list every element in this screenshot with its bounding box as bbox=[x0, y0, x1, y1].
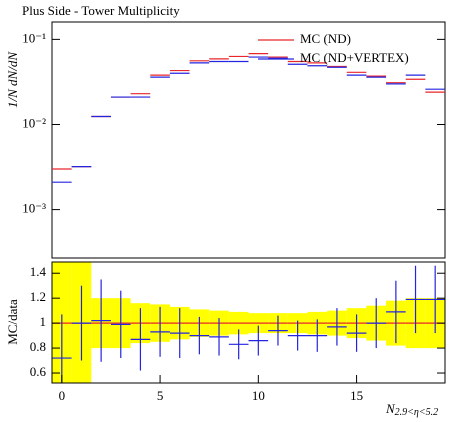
y-tick-label: 10⁻³ bbox=[22, 201, 46, 216]
y-tick-label: 0.6 bbox=[30, 364, 47, 379]
plot-frame bbox=[51, 21, 446, 259]
x-axis-label-main: N bbox=[385, 401, 396, 416]
x-tick-label: 15 bbox=[350, 388, 363, 403]
y-tick-label: 1 bbox=[40, 314, 47, 329]
y-tick-label: 0.8 bbox=[30, 339, 46, 354]
x-axis-label: N2.9<η<5.2 bbox=[385, 401, 438, 418]
legend-label: MC (ND) bbox=[300, 31, 351, 46]
y-tick-label: 10⁻² bbox=[22, 115, 46, 130]
x-axis-label-sub: 2.9<η<5.2 bbox=[395, 407, 438, 418]
plot-frame bbox=[51, 261, 446, 384]
y-tick-label: 1.4 bbox=[30, 264, 47, 279]
legend-label: MC (ND+VERTEX) bbox=[300, 50, 409, 65]
y-axis-label: 1/N dN/dN bbox=[5, 51, 20, 108]
y-tick-label: 10⁻¹ bbox=[22, 30, 46, 45]
x-tick-label: 5 bbox=[157, 388, 164, 403]
y-tick-label: 1.2 bbox=[30, 289, 46, 304]
band-group bbox=[52, 262, 445, 383]
x-tick-label: 0 bbox=[59, 388, 66, 403]
x-tick-label: 10 bbox=[252, 388, 265, 403]
y-axis-label: MC/data bbox=[5, 299, 20, 345]
chart-title: Plus Side - Tower Multiplicity bbox=[22, 3, 180, 18]
